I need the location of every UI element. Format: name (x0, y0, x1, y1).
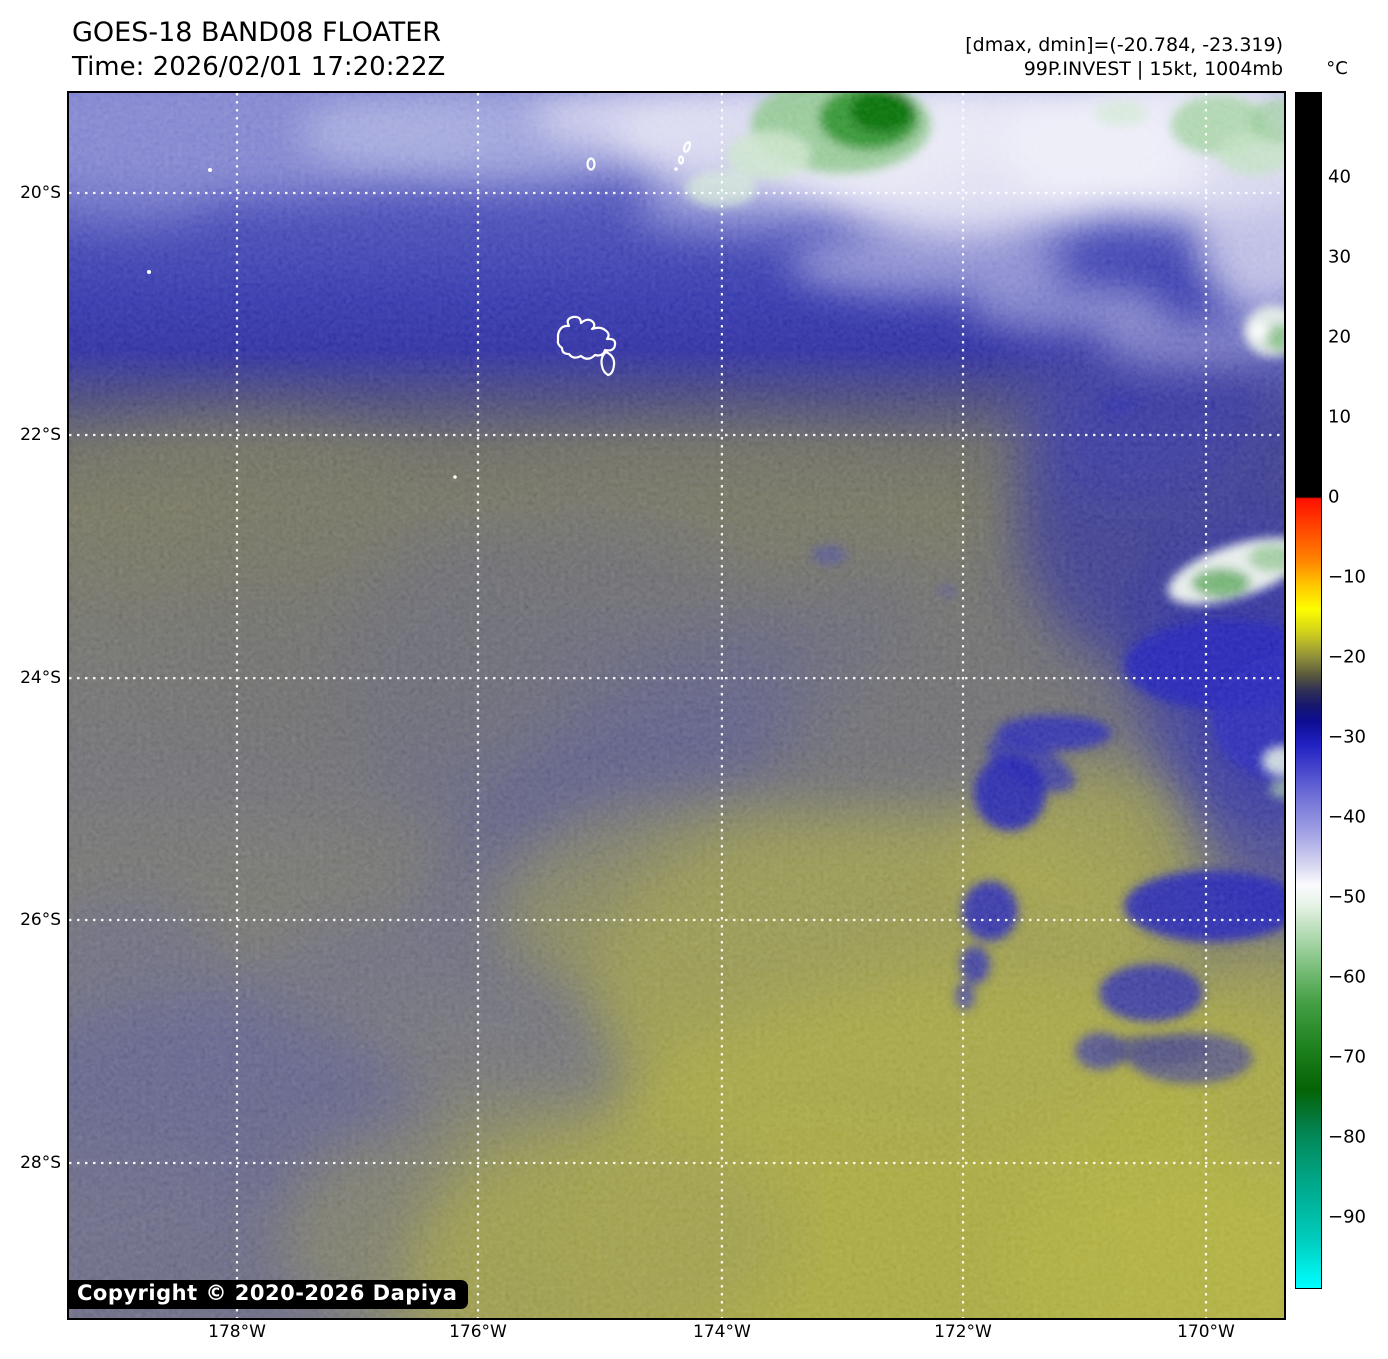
colorbar-tick: −80 (1328, 1126, 1366, 1148)
temperature-colorbar (1295, 92, 1322, 1289)
colorbar-tick: −50 (1328, 886, 1366, 908)
lon-label: 174°W (693, 1322, 751, 1342)
lon-label: 176°W (449, 1322, 507, 1342)
lat-label: 20°S (20, 182, 61, 203)
colorbar-tick: −10 (1328, 566, 1366, 588)
dmax-dmin-annotation: [dmax, dmin]=(-20.784, -23.319) (965, 34, 1283, 56)
lon-label: 170°W (1177, 1322, 1235, 1342)
raster-grain-texture (69, 93, 1284, 1318)
colorbar-tick: 30 (1328, 246, 1351, 268)
colorbar-tick: 20 (1328, 326, 1351, 348)
colorbar-tick: −20 (1328, 646, 1366, 668)
copyright-badge: Copyright © 2020-2026 Dapiya (69, 1280, 469, 1309)
satellite-raster (69, 93, 1284, 1318)
colorbar-unit-label: °C (1326, 58, 1348, 79)
lat-label: 28°S (20, 1153, 61, 1174)
colorbar-tick: −90 (1328, 1206, 1366, 1228)
colorbar-tick: 10 (1328, 406, 1351, 428)
lat-label: 26°S (20, 909, 61, 930)
colorbar-tick: −70 (1328, 1046, 1366, 1068)
islet-chain-1 (682, 141, 692, 153)
timestamp-subtitle: Time: 2026/02/01 17:20:22Z (72, 52, 446, 82)
colorbar-tick: 40 (1328, 166, 1351, 188)
lat-label: 24°S (20, 668, 61, 689)
lat-label: 22°S (20, 425, 61, 446)
invest-annotation: 99P.INVEST | 15kt, 1004mb (1023, 58, 1283, 80)
islet-chain-2 (677, 155, 685, 165)
page-title: GOES-18 BAND08 FLOATER (72, 17, 442, 48)
island-outline-small (600, 350, 616, 377)
title-block: GOES-18 BAND08 FLOATER Time: 2026/02/01 … (72, 16, 445, 84)
colorbar-tick: 0 (1328, 486, 1340, 508)
island-outlines (556, 141, 692, 377)
islet-ring (586, 157, 596, 171)
colorbar-tick: −30 (1328, 726, 1366, 748)
lon-label: 172°W (934, 1322, 992, 1342)
island-outline-main (556, 315, 617, 360)
lon-label: 178°W (208, 1322, 266, 1342)
colorbar-tick: −40 (1328, 806, 1366, 828)
colorbar-tick: −60 (1328, 966, 1366, 988)
storm-info-block: [dmax, dmin]=(-20.784, -23.319) 99P.INVE… (965, 33, 1283, 81)
latlon-gridlines (69, 93, 1284, 1318)
island-specks (147, 167, 678, 479)
satellite-map (67, 91, 1286, 1320)
